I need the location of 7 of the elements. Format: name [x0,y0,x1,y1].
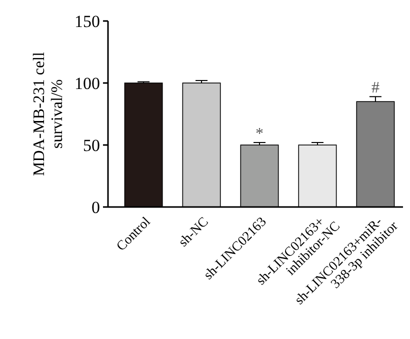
y-tick-label: 150 [74,12,100,31]
y-tick-label: 50 [83,136,100,155]
y-tick-label: 100 [74,74,100,93]
y-axis-title: MDA-MB-231 cell survival/% [31,51,66,176]
annotation: * [256,126,264,143]
annotation: # [371,80,380,97]
y-tick-label: 0 [92,198,100,217]
